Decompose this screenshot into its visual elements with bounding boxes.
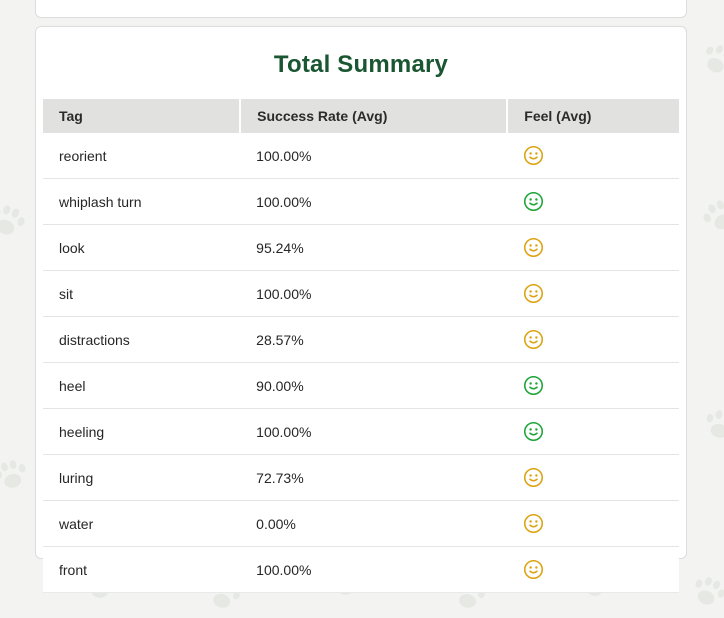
tag-cell: water (43, 500, 241, 547)
smiley-icon (523, 421, 544, 442)
paw-icon (693, 33, 724, 85)
summary-table: Tag Success Rate (Avg) Feel (Avg) reorie… (43, 99, 679, 593)
feel-cell (507, 500, 679, 547)
tag-cell: sit (43, 270, 241, 317)
table-row: luring 72.73% (43, 454, 679, 501)
success-rate-cell: 28.57% (240, 316, 508, 363)
table-row: heel 90.00% (43, 362, 679, 409)
feel-cell (507, 270, 679, 317)
table-row: look 95.24% (43, 224, 679, 271)
feel-cell (507, 408, 679, 455)
summary-card: Total Summary Tag Success Rate (Avg) Fee… (35, 26, 687, 593)
feel-cell (507, 362, 679, 409)
success-rate-cell: 100.00% (240, 546, 508, 593)
smiley-icon (523, 375, 544, 396)
column-header-feel: Feel (Avg) (507, 99, 679, 133)
feel-cell (507, 133, 679, 179)
success-rate-cell: 72.73% (240, 454, 508, 501)
tag-cell: whiplash turn (43, 178, 241, 225)
smiley-icon (523, 559, 544, 580)
smiley-icon (523, 467, 544, 488)
previous-card-bottom (35, 0, 687, 18)
header-row: Tag Success Rate (Avg) Feel (Avg) (43, 99, 679, 133)
paw-icon (0, 451, 34, 498)
feel-cell (507, 178, 679, 225)
feel-cell (507, 454, 679, 501)
table-row: reorient 100.00% (43, 133, 679, 179)
paw-icon (693, 188, 724, 241)
smiley-icon (523, 283, 544, 304)
table-row: water 0.00% (43, 500, 679, 547)
table-header: Tag Success Rate (Avg) Feel (Avg) (43, 99, 679, 133)
table-body: reorient 100.00% whiplash turn 100.00% (43, 133, 679, 593)
tag-cell: front (43, 546, 241, 593)
feel-cell (507, 316, 679, 363)
tag-cell: heeling (43, 408, 241, 455)
table-row: whiplash turn 100.00% (43, 178, 679, 225)
success-rate-cell: 100.00% (240, 270, 508, 317)
success-rate-cell: 0.00% (240, 500, 508, 547)
smiley-icon (523, 191, 544, 212)
table-row: heeling 100.00% (43, 408, 679, 455)
column-header-tag: Tag (43, 99, 242, 133)
column-header-success-rate: Success Rate (Avg) (240, 99, 509, 133)
tag-cell: heel (43, 362, 241, 409)
smiley-icon (523, 145, 544, 166)
success-rate-cell: 90.00% (240, 362, 508, 409)
smiley-icon (523, 237, 544, 258)
paw-icon (0, 194, 34, 245)
paw-icon (698, 401, 724, 448)
table-row: sit 100.00% (43, 270, 679, 317)
feel-cell (507, 224, 679, 271)
success-rate-cell: 100.00% (240, 133, 508, 179)
page-title: Total Summary (273, 51, 449, 78)
success-rate-cell: 95.24% (240, 224, 508, 271)
paw-icon (684, 566, 724, 616)
table-row: front 100.00% (43, 546, 679, 593)
tag-cell: distractions (43, 316, 241, 363)
tag-cell: luring (43, 454, 241, 501)
feel-cell (507, 546, 679, 593)
table-row: distractions 28.57% (43, 316, 679, 363)
smiley-icon (523, 513, 544, 534)
tag-cell: reorient (43, 133, 241, 179)
tag-cell: look (43, 224, 241, 271)
success-rate-cell: 100.00% (240, 408, 508, 455)
success-rate-cell: 100.00% (240, 178, 508, 225)
smiley-icon (523, 329, 544, 350)
